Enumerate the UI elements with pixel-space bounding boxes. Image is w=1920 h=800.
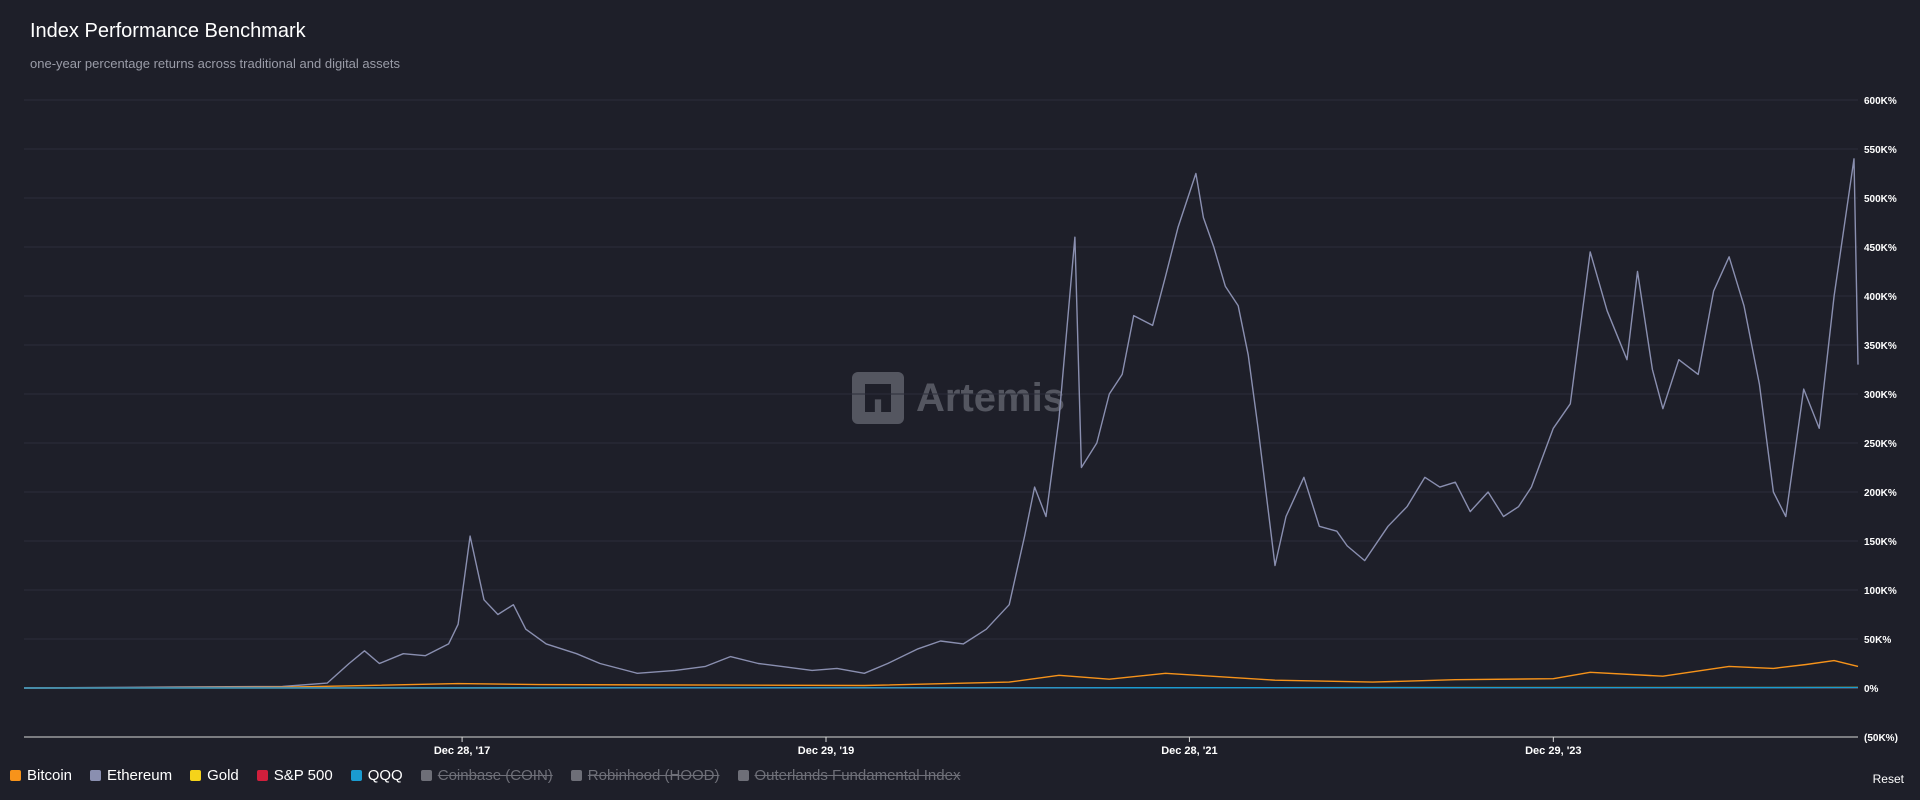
legend-item-outerlands-fundamental-index[interactable]: Outerlands Fundamental Index bbox=[737, 767, 961, 784]
series-line-bitcoin bbox=[23, 659, 1859, 689]
x-tick-label: Dec 28, '21 bbox=[1161, 745, 1217, 757]
legend-swatch bbox=[10, 770, 21, 781]
legend-item-bitcoin[interactable]: Bitcoin bbox=[10, 767, 72, 784]
legend-label: Bitcoin bbox=[27, 767, 73, 784]
legend-item-qqq[interactable]: QQQ bbox=[350, 767, 403, 784]
legend-item-ethereum[interactable]: Ethereum bbox=[90, 767, 172, 784]
legend-swatch bbox=[256, 770, 268, 781]
legend-swatch bbox=[90, 770, 102, 781]
series-line-ethereum bbox=[23, 158, 1859, 689]
watermark-text: Artemis bbox=[916, 375, 1065, 420]
legend-swatch bbox=[420, 770, 432, 781]
legend-item-gold[interactable]: Gold bbox=[190, 767, 239, 784]
y-tick-label: 550K% bbox=[1864, 145, 1897, 156]
legend-swatch bbox=[350, 770, 362, 781]
y-tick-label: 350K% bbox=[1864, 341, 1897, 352]
y-tick-label: 300K% bbox=[1864, 390, 1897, 401]
y-tick-label: 0% bbox=[1864, 684, 1879, 695]
chart-subtitle: one-year percentage returns across tradi… bbox=[30, 56, 400, 71]
legend-label: S&P 500 bbox=[273, 767, 333, 784]
x-axis: Dec 28, '17 Dec 29, '19 Dec 28, '21 Dec 29,… bbox=[24, 736, 1858, 757]
y-tick-label: 250K% bbox=[1864, 439, 1897, 450]
reset-button[interactable]: Reset bbox=[1872, 772, 1904, 786]
legend-label: Gold bbox=[207, 767, 239, 784]
y-tick-label: (50K%) bbox=[1864, 733, 1898, 744]
grid-lines bbox=[24, 99, 1858, 689]
y-tick-label: 200K% bbox=[1864, 488, 1897, 499]
legend-swatch bbox=[737, 770, 749, 781]
legend: Bitcoin Ethereum Gold S&P 500 QQQ Coinbase (C… bbox=[10, 767, 978, 784]
series-lines bbox=[23, 158, 1859, 689]
watermark: Artemis bbox=[852, 372, 1065, 424]
x-tick-label: Dec 28, '17 bbox=[434, 745, 490, 757]
y-tick-label: 500K% bbox=[1864, 194, 1897, 205]
chart-title: Index Performance Benchmark bbox=[30, 20, 306, 42]
y-tick-label: 400K% bbox=[1864, 292, 1897, 303]
legend-item-robinhood-hood[interactable]: Robinhood (HOOD) bbox=[570, 767, 720, 784]
legend-swatch bbox=[190, 770, 202, 781]
legend-item-coinbase-coin[interactable]: Coinbase (COIN) bbox=[420, 767, 553, 784]
x-tick-label: Dec 29, '19 bbox=[798, 745, 854, 757]
artemis-logo-icon bbox=[852, 372, 904, 424]
x-tick-label: Dec 29, '23 bbox=[1525, 745, 1581, 757]
legend-swatch bbox=[570, 770, 582, 781]
y-tick-label: 450K% bbox=[1864, 243, 1897, 254]
legend-label: QQQ bbox=[367, 767, 403, 784]
y-tick-label: 600K% bbox=[1864, 96, 1897, 107]
y-tick-label: 150K% bbox=[1864, 537, 1897, 548]
legend-label: Robinhood (HOOD) bbox=[587, 767, 720, 784]
legend-label: Outerlands Fundamental Index bbox=[754, 767, 961, 784]
y-tick-label: 100K% bbox=[1864, 586, 1897, 597]
legend-label: Ethereum bbox=[107, 767, 173, 784]
legend-label: Coinbase (COIN) bbox=[437, 767, 553, 784]
y-tick-label: 50K% bbox=[1864, 635, 1891, 646]
y-axis: (50K%) 0% 50K% 100K% 150K% 200K% 250K% 300K% 350… bbox=[1864, 96, 1898, 744]
legend-item-s-p-500[interactable]: S&P 500 bbox=[256, 767, 333, 784]
line-chart[interactable]: (50K%) 0% 50K% 100K% 150K% 200K% 250K% 300K% 350… bbox=[0, 0, 1920, 760]
